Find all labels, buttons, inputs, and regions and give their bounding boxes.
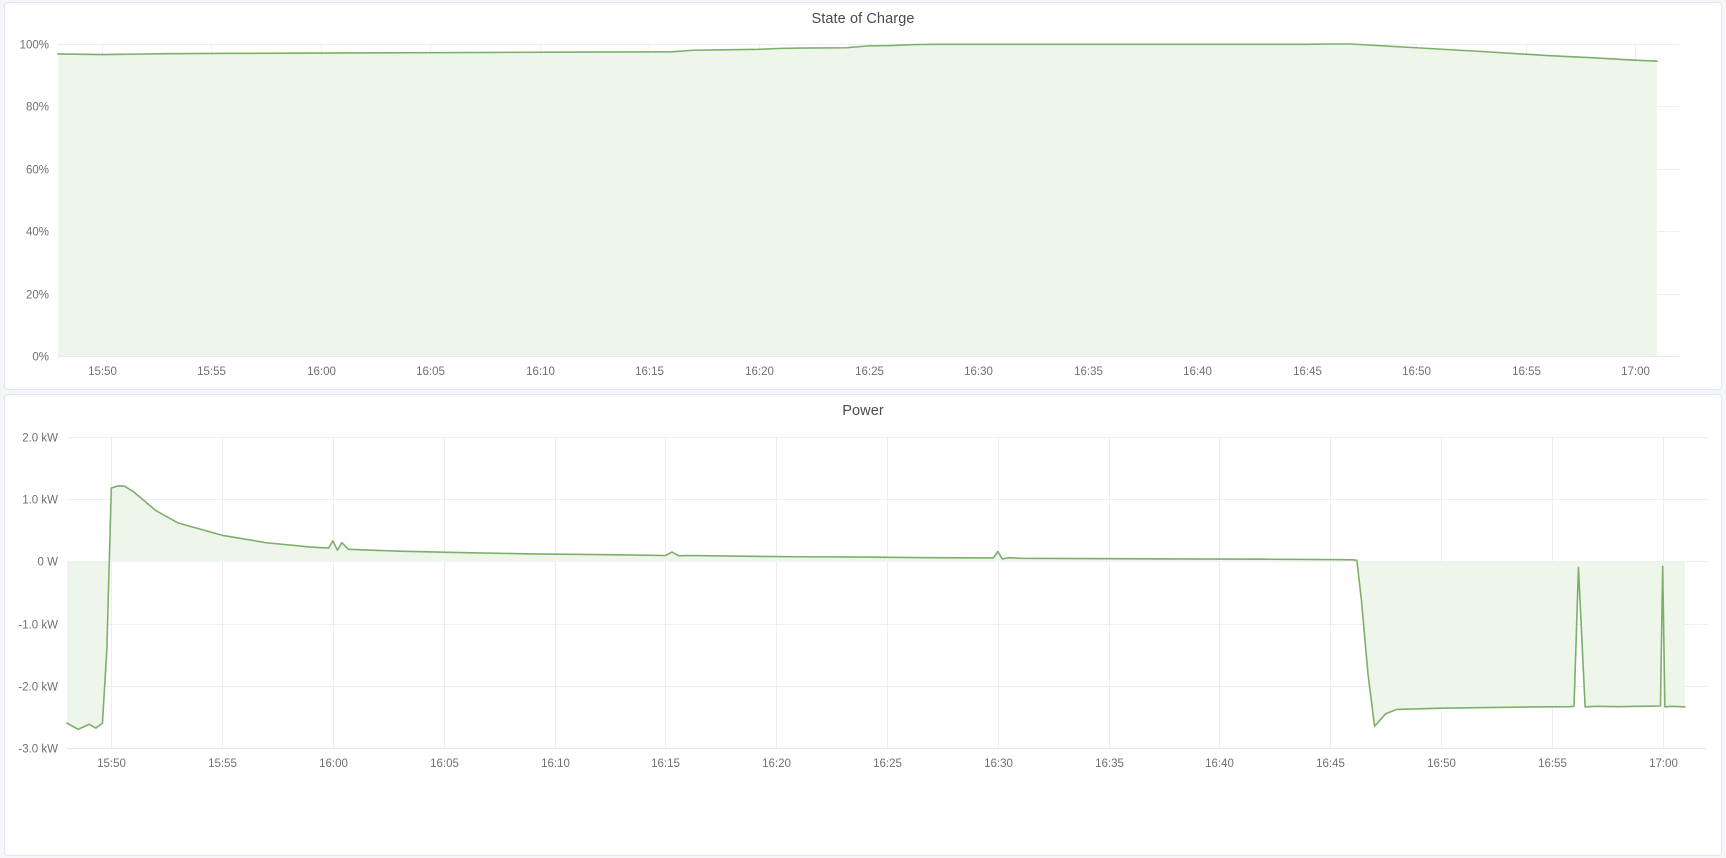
x-axis-tick-label: 15:50	[97, 758, 126, 770]
x-axis-tick-label: 16:20	[745, 366, 774, 378]
plot-area-state-of-charge: 0% 20% 40% 60% 80% 100% 15:50 15:55 16:00 16:05 16…	[5, 3, 1721, 389]
x-axis-tick-label: 16:50	[1402, 366, 1431, 378]
x-axis-tick-label: 17:00	[1621, 366, 1650, 378]
x-axis-tick-label: 16:45	[1293, 366, 1322, 378]
series-area-fill	[58, 44, 1658, 356]
chart-svg-power: -3.0 kW -2.0 kW -1.0 kW 0 W 1.0 kW 2.0 kW 15:5…	[18, 433, 1707, 770]
x-axis-tick-label: 16:30	[964, 366, 993, 378]
x-axis-tick-label: 16:05	[430, 758, 459, 770]
panel-power: Power -3.0 kW -2.0 kW -1.0 kW 0 W 1.0 kW 2.0 …	[4, 394, 1722, 856]
x-axis-tick-label: 16:40	[1183, 366, 1212, 378]
x-axis-tick-label: 16:15	[635, 366, 664, 378]
x-axis-tick-label: 15:50	[88, 366, 117, 378]
y-axis-tick-label: 0%	[32, 352, 49, 364]
x-axis-tick-label: 16:55	[1512, 366, 1541, 378]
y-axis-tick-label: 60%	[26, 165, 49, 177]
y-axis-tick-label: 100%	[20, 40, 49, 52]
x-axis-tick-label: 16:25	[873, 758, 902, 770]
y-axis-tick-label: 20%	[26, 290, 49, 302]
x-axis-tick-label: 16:40	[1205, 758, 1234, 770]
series-line	[66, 485, 1686, 731]
x-axis-tick-label: 16:15	[651, 758, 680, 770]
x-axis-tick-label: 16:55	[1538, 758, 1567, 770]
x-axis-tick-label: 17:00	[1649, 758, 1678, 770]
series-line	[57, 43, 1658, 62]
chart-svg-state-of-charge: 0% 20% 40% 60% 80% 100% 15:50 15:55 16:00 16:05 16…	[20, 40, 1679, 378]
x-axis-tick-label: 16:10	[541, 758, 570, 770]
x-axis-tick-label: 15:55	[208, 758, 237, 770]
x-axis-tick-label: 16:45	[1316, 758, 1345, 770]
y-axis-tick-label: -3.0 kW	[18, 744, 58, 756]
x-axis-tick-label: 16:25	[855, 366, 884, 378]
x-axis-tick-label: 16:35	[1095, 758, 1124, 770]
y-axis-tick-label: 1.0 kW	[22, 495, 58, 507]
x-axis-tick-label: 16:00	[307, 366, 336, 378]
panel-title-power: Power	[842, 403, 884, 419]
x-axis-tick-label: 16:00	[319, 758, 348, 770]
panel-state-of-charge: State of Charge 0% 20% 40% 60% 80% 100% 15:50 1…	[4, 2, 1722, 390]
x-axis-tick-label: 16:05	[416, 366, 445, 378]
x-axis-tick-label: 16:30	[984, 758, 1013, 770]
x-axis-tick-label: 16:35	[1074, 366, 1103, 378]
y-axis-tick-label: -1.0 kW	[18, 620, 58, 632]
y-axis-tick-label: 40%	[26, 227, 49, 239]
x-axis-tick-label: 15:55	[197, 366, 226, 378]
y-axis-tick-label: -2.0 kW	[18, 682, 58, 694]
x-axis-tick-label: 16:50	[1427, 758, 1456, 770]
y-axis-tick-label: 80%	[26, 102, 49, 114]
x-axis-tick-label: 16:20	[762, 758, 791, 770]
y-axis-tick-label: 0 W	[38, 557, 59, 569]
plot-area-power: -3.0 kW -2.0 kW -1.0 kW 0 W 1.0 kW 2.0 kW 15:5…	[5, 395, 1721, 855]
y-axis-tick-label: 2.0 kW	[22, 433, 58, 445]
panel-title-state-of-charge: State of Charge	[811, 11, 915, 27]
x-axis-tick-label: 16:10	[526, 366, 555, 378]
series-area-fill	[67, 485, 1685, 730]
